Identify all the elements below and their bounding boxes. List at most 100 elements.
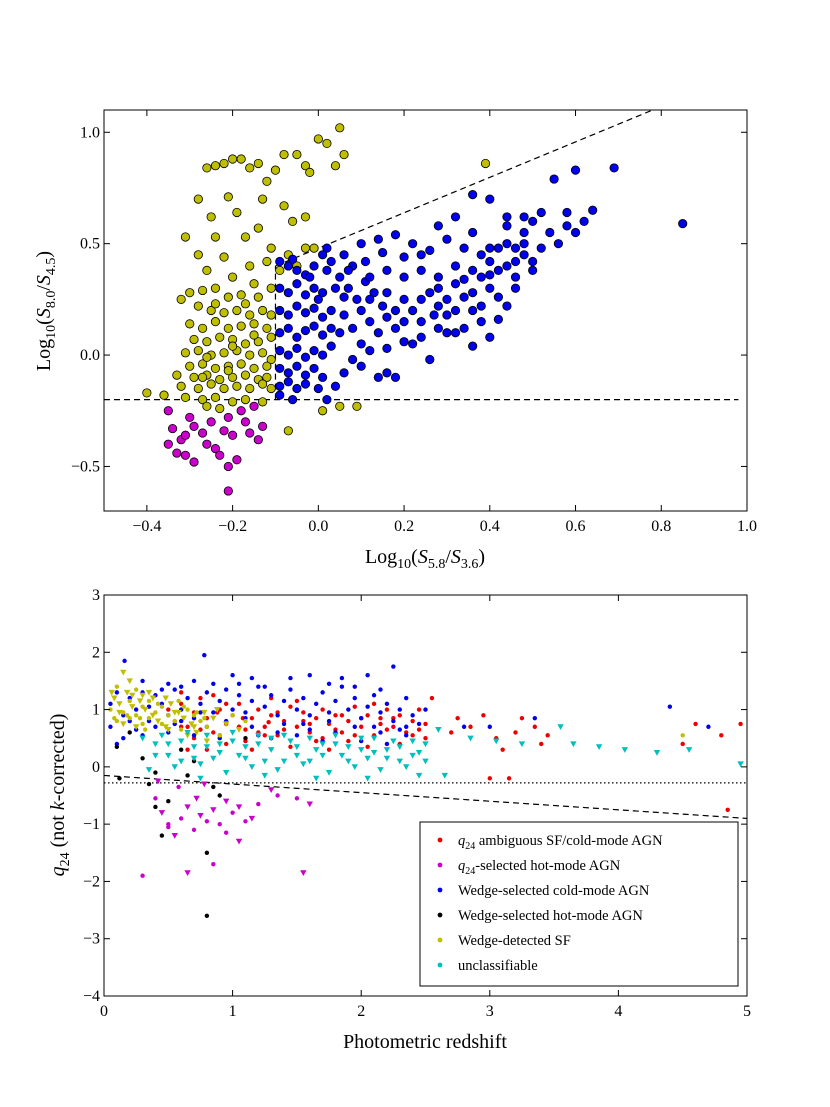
top-point-agn-blue: [562, 221, 572, 231]
top-point-agn-blue: [378, 247, 388, 258]
bottom-point-q24-ambiguous-sf-cold-mode-agn: [211, 693, 216, 698]
bottom-point-q24-selected-hot-mode-agn: [223, 830, 229, 835]
top-point-agn-blue: [292, 301, 302, 311]
top-point-hot-mode-magenta: [189, 421, 199, 431]
bottom-point-q24-ambiguous-sf-cold-mode-agn: [178, 690, 184, 695]
bottom-point-wedge-detected-sf: [198, 718, 203, 724]
top-point-sf-yellow: [232, 207, 242, 218]
top-point-agn-blue: [365, 345, 375, 356]
bottom-point-q24-ambiguous-sf-cold-mode-agn: [410, 733, 415, 738]
bottom-point-q24-ambiguous-sf-cold-mode-agn: [166, 707, 171, 712]
bottom-point-wedge-selected-cold-mode-agn: [249, 675, 255, 681]
top-y-tick-label: 0.0: [80, 347, 100, 364]
top-point-agn-blue: [502, 221, 512, 231]
bottom-point-wedge-detected-sf: [162, 695, 169, 702]
bottom-point-wedge-detected-sf: [171, 709, 178, 716]
bottom-point-wedge-detected-sf: [139, 692, 146, 699]
top-point-agn-blue: [309, 345, 319, 356]
top-point-sf-yellow: [258, 305, 268, 316]
bottom-point-q24-selected-hot-mode-agn: [154, 778, 162, 785]
bottom-point-q24-ambiguous-sf-cold-mode-agn: [532, 724, 538, 729]
top-point-agn-blue: [339, 310, 349, 320]
bottom-point-unclassifiable: [152, 741, 159, 748]
bottom-point-wedge-selected-cold-mode-agn: [339, 675, 345, 681]
bottom-point-q24-ambiguous-sf-cold-mode-agn: [352, 704, 357, 709]
top-point-agn-blue: [292, 343, 302, 353]
top-point-agn-blue: [330, 283, 341, 293]
bottom-point-q24-ambiguous-sf-cold-mode-agn: [262, 724, 267, 729]
top-point-sf-yellow: [283, 426, 293, 436]
bottom-point-q24-ambiguous-sf-cold-mode-agn: [281, 727, 287, 732]
top-point-agn-blue: [326, 256, 336, 267]
top-point-sf-yellow: [232, 305, 242, 316]
bottom-point-wedge-selected-cold-mode-agn: [243, 710, 248, 715]
top-point-agn-blue: [275, 305, 285, 316]
top-point-sf-yellow: [202, 163, 212, 173]
top-point-agn-blue: [318, 350, 328, 360]
bottom-point-wedge-selected-cold-mode-agn: [307, 713, 312, 718]
top-point-sf-yellow: [253, 223, 263, 233]
bottom-point-q24-ambiguous-sf-cold-mode-agn: [223, 741, 229, 747]
bottom-point-unclassifiable: [364, 755, 371, 762]
top-point-sf-yellow: [245, 310, 255, 320]
bottom-y-tick-label: 2: [92, 644, 100, 661]
bottom-point-wedge-detected-sf: [111, 695, 118, 702]
top-point-hot-mode-magenta: [232, 455, 242, 465]
bottom-point-wedge-selected-hot-mode-agn: [153, 804, 158, 810]
top-point-sf-yellow: [223, 323, 233, 333]
bottom-point-wedge-selected-cold-mode-agn: [140, 678, 145, 684]
bottom-point-wedge-selected-cold-mode-agn: [256, 684, 261, 689]
bottom-x-tick-label: 1: [229, 1003, 237, 1020]
bottom-point-wedge-selected-cold-mode-agn: [378, 687, 383, 692]
bottom-x-tick-label: 3: [486, 1003, 494, 1020]
bottom-x-tick-label: 0: [100, 1003, 108, 1020]
bottom-point-unclassifiable: [325, 770, 333, 776]
bottom-point-wedge-detected-sf: [190, 724, 198, 730]
top-point-agn-blue: [335, 272, 345, 282]
top-x-axis-label: Log10(S5.8/S3.6): [365, 546, 485, 572]
bottom-point-q24-ambiguous-sf-cold-mode-agn: [294, 698, 300, 704]
top-point-agn-blue: [360, 256, 371, 267]
bottom-point-wedge-selected-cold-mode-agn: [397, 727, 402, 732]
bottom-point-unclassifiable: [139, 735, 146, 742]
top-data-points: [142, 123, 688, 496]
bottom-point-wedge-selected-cold-mode-agn: [352, 724, 357, 729]
bottom-point-q24-ambiguous-sf-cold-mode-agn: [371, 701, 377, 707]
bottom-point-unclassifiable: [383, 747, 391, 753]
top-point-sf-yellow: [176, 381, 186, 391]
bottom-point-q24-ambiguous-sf-cold-mode-agn: [249, 715, 255, 721]
bottom-point-unclassifiable: [518, 741, 526, 748]
bottom-point-wedge-selected-cold-mode-agn: [236, 693, 242, 698]
bottom-y-tick-label: −2: [83, 873, 100, 890]
top-point-agn-blue: [292, 265, 302, 275]
bottom-point-wedge-detected-sf: [123, 689, 131, 696]
bottom-point-unclassifiable: [261, 772, 268, 779]
top-point-agn-blue: [322, 243, 332, 253]
bottom-point-q24-selected-hot-mode-agn: [178, 816, 184, 821]
top-point-agn-blue: [536, 243, 546, 253]
top-point-sf-yellow: [210, 317, 221, 327]
top-point-agn-blue: [326, 323, 336, 333]
top-point-sf-yellow: [236, 321, 246, 331]
top-point-agn-blue: [343, 265, 353, 275]
bottom-point-unclassifiable: [267, 747, 275, 753]
bottom-point-unclassifiable: [261, 758, 268, 765]
top-point-agn-blue: [468, 288, 478, 298]
bottom-point-unclassifiable: [493, 738, 500, 745]
bottom-point-unclassifiable: [332, 741, 339, 748]
bottom-point-wedge-detected-sf: [121, 710, 126, 715]
top-point-sf-yellow: [240, 370, 251, 380]
top-point-agn-blue: [283, 310, 293, 320]
top-series-hot-mode-magenta: [163, 401, 268, 496]
bottom-series-wedge-selected-hot-mode-agn: [114, 730, 248, 918]
bottom-point-q24-ambiguous-sf-cold-mode-agn: [346, 718, 351, 724]
bottom-point-wedge-detected-sf: [217, 733, 222, 738]
bottom-point-unclassifiable: [396, 758, 403, 765]
bottom-point-unclassifiable: [255, 741, 262, 748]
top-point-sf-yellow: [245, 383, 255, 394]
top-point-agn-blue: [468, 341, 478, 351]
top-point-agn-blue: [459, 243, 469, 253]
bottom-point-q24-ambiguous-sf-cold-mode-agn: [359, 724, 364, 729]
top-point-sf-yellow: [266, 332, 276, 342]
bottom-point-wedge-selected-hot-mode-agn: [211, 784, 216, 790]
